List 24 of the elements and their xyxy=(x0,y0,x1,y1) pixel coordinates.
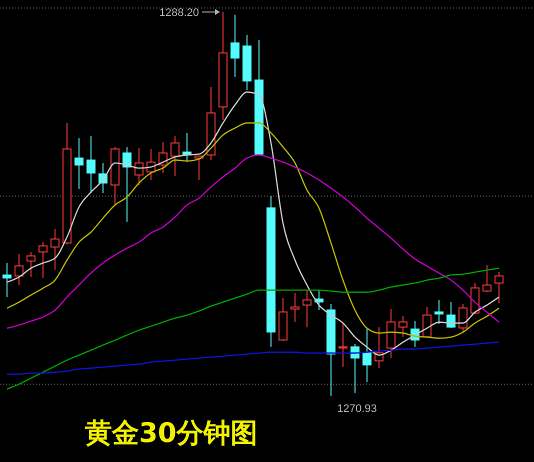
candlestick xyxy=(86,136,96,194)
candlestick xyxy=(338,322,348,368)
candlestick xyxy=(362,327,372,382)
candlestick xyxy=(218,12,228,121)
annotation: 1288.20 xyxy=(159,7,199,19)
candlestick xyxy=(122,146,132,222)
candlestick xyxy=(326,303,336,396)
candlestick xyxy=(302,289,312,328)
candlestick xyxy=(2,262,12,298)
candlestick xyxy=(14,253,24,286)
candlestick xyxy=(170,136,180,176)
candlestick xyxy=(74,138,84,190)
candlestick xyxy=(50,228,60,270)
candlestick xyxy=(242,34,252,91)
candlestick xyxy=(398,315,408,338)
candlestick xyxy=(206,86,216,161)
candlestick xyxy=(386,308,396,358)
text: 黄金30分钟图 xyxy=(84,418,258,449)
candlestick xyxy=(230,14,240,78)
candlestick xyxy=(134,148,144,186)
candlestick xyxy=(290,292,300,322)
text: 1270.93 xyxy=(337,403,377,415)
candlestick xyxy=(434,299,444,324)
candlestick xyxy=(266,195,276,348)
